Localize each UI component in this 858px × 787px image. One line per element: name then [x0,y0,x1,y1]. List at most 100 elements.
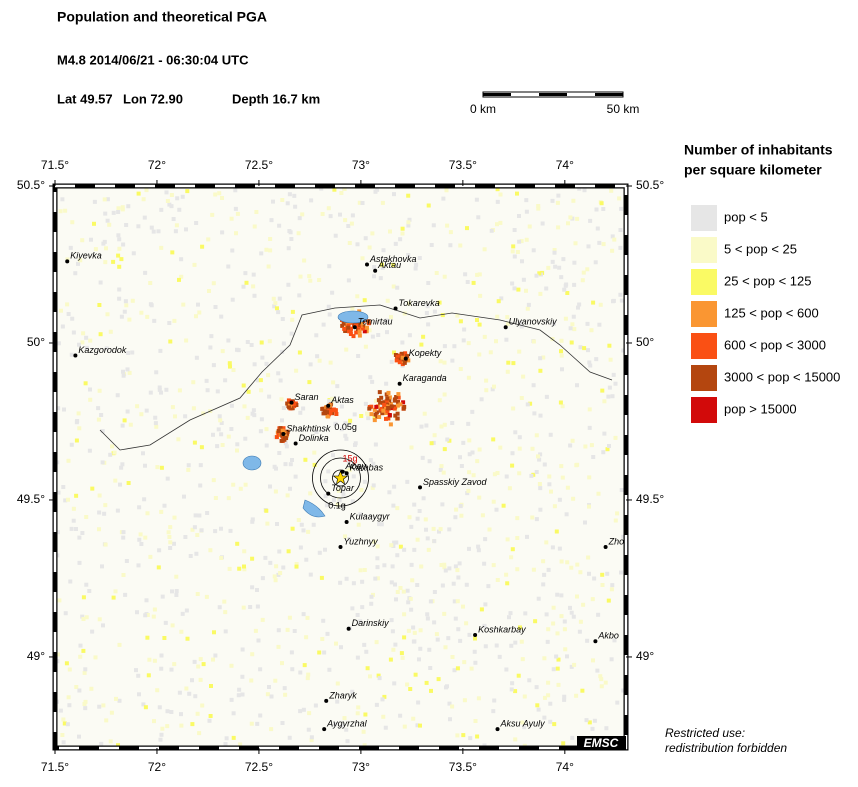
population-cell [375,544,380,549]
population-cell [436,677,441,682]
population-cell [562,287,567,292]
population-cell [83,381,88,386]
population-cell [73,271,78,276]
population-cell [550,259,555,264]
population-cell [142,215,147,220]
lake [242,455,262,471]
population-cell [462,698,467,703]
population-cell [406,220,411,225]
lat-tick-label: 49.5° [17,492,45,506]
population-cell [585,321,590,326]
population-cell [312,462,317,467]
population-cell [398,586,403,590]
population-cell [77,535,82,540]
population-cell [204,594,209,599]
population-cell [197,513,202,518]
population-cell [255,721,260,726]
population-cell [409,445,414,450]
population-cell [356,705,361,710]
population-cell [537,482,542,486]
population-cell [266,264,271,269]
population-cell [375,565,380,570]
population-cell [223,742,228,746]
population-cell [121,535,126,540]
population-cell [419,424,424,429]
population-cell [524,198,529,203]
population-cell [148,281,153,285]
population-cell [531,383,536,388]
population-cell [301,707,306,712]
population-cell [396,400,400,404]
population-cell [280,418,284,423]
population-cell [285,429,290,434]
population-cell [407,217,412,222]
population-cell [109,710,114,715]
city-label: Astakhovka [369,254,417,264]
population-cell [359,321,364,326]
population-cell [528,401,533,406]
population-cell [290,526,295,531]
population-cell [327,264,332,269]
population-cell [177,388,182,393]
population-cell [240,674,245,679]
city-dot [293,441,298,446]
population-cell [550,198,555,203]
population-cell [60,733,65,737]
population-cell [181,302,186,307]
population-cell [306,672,311,677]
population-cell [143,463,147,468]
city-dot [322,727,327,732]
population-cell [325,631,330,636]
population-cell [218,418,223,423]
population-cell [517,471,522,476]
population-cell [394,395,399,399]
population-cell [556,193,561,198]
population-cell [105,197,110,202]
population-cell [498,220,503,225]
population-cell [402,311,407,316]
population-cell [256,638,261,643]
population-cell [276,644,281,649]
population-cell [174,574,179,579]
population-cell [594,207,599,212]
population-cell [344,727,349,732]
population-cell [363,344,368,349]
population-cell [392,540,397,545]
population-cell [164,190,169,195]
population-cell [492,698,497,703]
population-cell [346,323,351,328]
population-cell [605,447,610,452]
population-cell [351,474,356,479]
population-cell [365,666,370,671]
notice: redistribution forbidden [665,741,787,755]
population-cell [231,482,236,487]
population-cell [250,652,255,657]
population-cell [552,321,556,326]
population-cell [546,265,551,270]
population-cell [406,223,411,228]
population-cell [139,412,144,417]
population-cell [570,735,575,740]
population-cell [452,344,457,349]
population-cell [358,568,363,573]
population-cell [491,709,496,714]
population-cell [428,599,433,604]
population-cell [60,324,65,329]
population-cell [552,722,557,727]
population-cell [211,478,216,483]
population-cell [391,284,396,289]
population-cell [386,416,391,421]
population-cell [407,333,412,338]
population-cell [544,540,549,545]
population-cell [219,314,224,319]
population-cell [466,341,471,346]
population-cell [159,653,164,658]
population-cell [115,508,120,513]
population-cell [185,636,190,641]
population-cell [362,479,367,484]
population-cell [186,463,191,468]
population-cell [320,212,325,216]
population-cell [601,242,606,247]
population-cell [207,289,211,293]
population-cell [290,317,295,322]
